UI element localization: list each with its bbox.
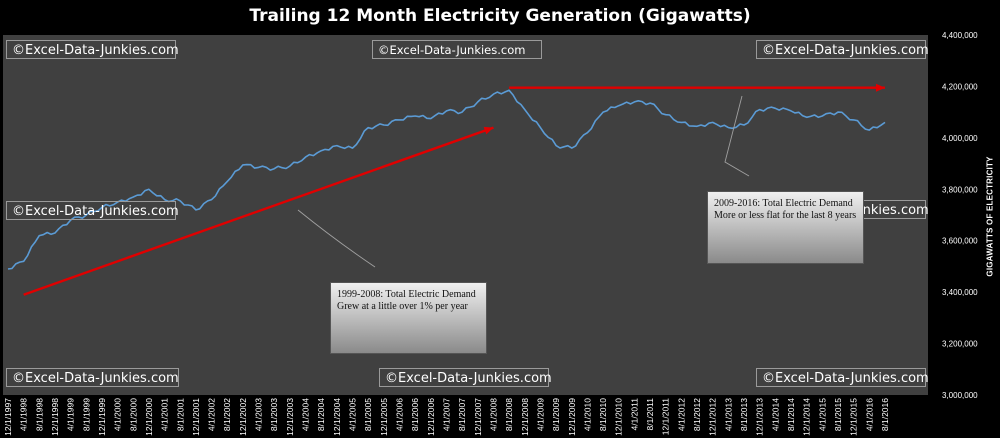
x-tick-label: 4/1/2015 — [817, 398, 827, 431]
x-tick-label: 12/1/2008 — [520, 398, 530, 436]
x-tick-label: 4/1/2002 — [207, 398, 217, 431]
x-tick-label: 4/1/2007 — [441, 398, 451, 431]
x-tick-label: 4/1/2005 — [348, 398, 358, 431]
x-tick-label: 4/1/2010 — [582, 398, 592, 431]
x-tick-label: 12/1/2007 — [473, 398, 483, 436]
trend-arrow-flat-head — [875, 83, 885, 92]
x-tick-label: 4/1/2011 — [629, 398, 639, 431]
annotation-1999-2008: 1999-2008: Total Electric Demand Grew at… — [330, 282, 487, 354]
x-tick-label: 12/1/2004 — [332, 398, 342, 436]
y-tick-label: 4,400,000 — [942, 31, 978, 40]
annotation-2009-2016: 2009-2016: Total Electric Demand More or… — [707, 191, 864, 264]
x-tick-label: 8/1/2005 — [363, 398, 373, 431]
x-tick-label: 12/1/2012 — [708, 398, 718, 436]
leader-line-early — [297, 209, 376, 268]
x-tick-label: 4/1/2013 — [723, 398, 733, 431]
x-tick-label: 12/1/2005 — [379, 398, 389, 436]
y-tick-label: 3,400,000 — [942, 288, 978, 297]
x-tick-label: 4/1/2001 — [160, 398, 170, 431]
x-tick-label: 8/1/2016 — [880, 398, 890, 431]
x-tick-label: 12/1/1998 — [50, 398, 60, 436]
x-tick-label: 12/1/2015 — [849, 398, 859, 436]
x-tick-label: 4/1/2016 — [864, 398, 874, 431]
x-tick-label: 12/1/1997 — [3, 398, 13, 436]
trend-arrow-rising-head — [483, 126, 494, 135]
y-tick-label: 4,000,000 — [942, 134, 978, 143]
x-tick-label: 4/1/2008 — [488, 398, 498, 431]
watermark-bottom-left: ©Excel-Data-Junkies.com — [6, 368, 179, 387]
watermark-top-right: ©Excel-Data-Junkies.com — [756, 40, 929, 59]
x-tick-label: 8/1/2004 — [316, 398, 326, 431]
x-tick-label: 4/1/2003 — [254, 398, 264, 431]
x-tick-label: 4/1/2004 — [301, 398, 311, 431]
x-tick-label: 12/1/1999 — [97, 398, 107, 436]
series-lines — [7, 89, 886, 270]
x-tick-label: 4/1/2014 — [770, 398, 780, 431]
x-tick-label: 8/1/1999 — [81, 398, 91, 431]
annotation-leaders — [297, 95, 750, 268]
x-tick-label: 8/1/2007 — [457, 398, 467, 431]
x-tick-label: 12/1/2000 — [144, 398, 154, 436]
x-tick-label: 4/1/2006 — [395, 398, 405, 431]
x-tick-label: 12/1/2010 — [614, 398, 624, 436]
annotation-early-line-2: Grew at a little over 1% per year — [337, 301, 468, 312]
y-tick-label: 4,200,000 — [942, 82, 978, 91]
watermark-top-left: ©Excel-Data-Junkies.com — [6, 40, 179, 59]
x-tick-label: 4/1/1999 — [66, 398, 76, 431]
watermark-bottom-right: ©Excel-Data-Junkies.com — [756, 368, 929, 387]
x-tick-label: 8/1/2015 — [833, 398, 843, 431]
x-tick-label: 8/1/2012 — [692, 398, 702, 431]
x-tick-labels: 12/1/1997 4/1/1998 8/1/1998 12/1/1998 4/1/19… — [3, 398, 890, 436]
x-tick-label: 4/1/2009 — [535, 398, 545, 431]
x-tick-label: 8/1/2014 — [786, 398, 796, 431]
x-tick-label: 12/1/2006 — [426, 398, 436, 436]
trend-arrow-rising-line — [23, 126, 494, 296]
watermark-bottom-center: ©Excel-Data-Junkies.com — [379, 368, 552, 387]
x-tick-label: 8/1/2011 — [645, 398, 655, 431]
annotation-late-line-2: More or less flat for the last 8 years — [714, 210, 857, 221]
x-tick-label: 12/1/2003 — [285, 398, 295, 436]
x-tick-label: 8/1/2002 — [222, 398, 232, 431]
x-tick-label: 12/1/2001 — [191, 398, 201, 436]
watermark-mid-left: ©Excel-Data-Junkies.com — [6, 201, 179, 220]
y-tick-label: 3,200,000 — [942, 340, 978, 349]
x-tick-label: 8/1/2006 — [410, 398, 420, 431]
x-tick-label: 8/1/2010 — [598, 398, 608, 431]
y-tick-label: 3,000,000 — [942, 391, 978, 400]
trend-arrows — [23, 83, 885, 296]
x-tick-label: 12/1/2014 — [802, 398, 812, 436]
x-tick-label: 12/1/2002 — [238, 398, 248, 436]
leader-line-late — [724, 95, 750, 177]
annotation-late-line-1: 2009-2016: Total Electric Demand — [714, 198, 853, 209]
x-tick-label: 4/1/2012 — [676, 398, 686, 431]
x-tick-label: 8/1/1998 — [34, 398, 44, 431]
x-tick-label: 8/1/2009 — [551, 398, 561, 431]
watermark-top-center: ©Excel-Data-Junkies.com — [372, 40, 542, 59]
x-tick-label: 8/1/2000 — [128, 398, 138, 431]
x-tick-label: 8/1/2003 — [269, 398, 279, 431]
annotation-early-line-1: 1999-2008: Total Electric Demand — [337, 289, 476, 300]
y-tick-labels: 3,000,000 3,200,000 3,400,000 3,600,000 3,80… — [942, 31, 978, 400]
x-tick-label: 12/1/2009 — [567, 398, 577, 436]
x-tick-label: 4/1/1998 — [19, 398, 29, 431]
y-tick-label: 3,800,000 — [942, 185, 978, 194]
x-tick-label: 8/1/2008 — [504, 398, 514, 431]
y-tick-label: 3,600,000 — [942, 237, 978, 246]
x-tick-label: 4/1/2000 — [113, 398, 123, 431]
y-axis-label: GIGAWATTS OF ELECTRICITY — [985, 156, 995, 277]
x-tick-label: 8/1/2001 — [175, 398, 185, 431]
x-tick-label: 8/1/2013 — [739, 398, 749, 431]
x-tick-label: 12/1/2013 — [755, 398, 765, 436]
x-tick-label: 12/1/2011 — [661, 398, 671, 435]
series-line — [7, 89, 886, 270]
chart-title: Trailing 12 Month Electricity Generation… — [249, 6, 751, 26]
